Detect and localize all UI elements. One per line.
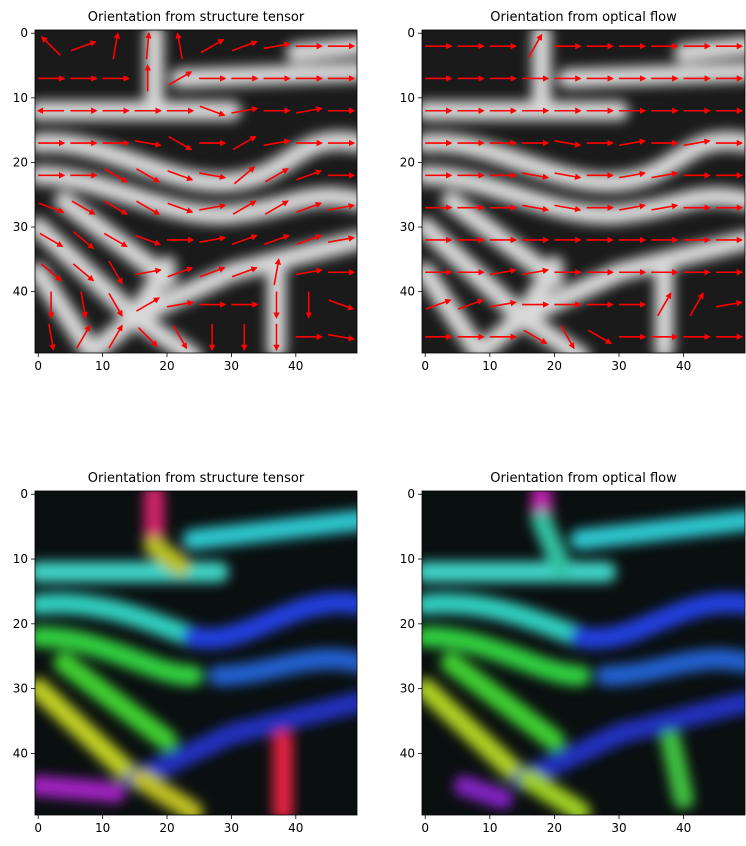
x-tick-label: 20	[547, 359, 562, 373]
y-tick-label: 20	[13, 155, 28, 169]
x-tick-label: 0	[34, 821, 42, 835]
x-tick-label: 0	[421, 821, 429, 835]
x-tick-label: 10	[482, 359, 497, 373]
x-tick-label: 0	[34, 359, 42, 373]
y-tick-label: 10	[13, 552, 28, 566]
x-tick-label: 10	[482, 821, 497, 835]
x-tick-label: 30	[224, 359, 239, 373]
x-tick-label: 40	[288, 359, 303, 373]
y-tick-label: 20	[400, 155, 415, 169]
x-tick-label: 0	[421, 359, 429, 373]
y-tick-label: 10	[13, 91, 28, 105]
image-gray	[35, 30, 746, 815]
y-tick-label: 0	[407, 487, 415, 501]
y-tick-label: 10	[400, 91, 415, 105]
x-tick-label: 20	[159, 359, 174, 373]
y-tick-label: 20	[400, 617, 415, 631]
chart-title: Orientation from structure tensor	[88, 10, 305, 25]
x-tick-label: 30	[224, 821, 239, 835]
y-tick-label: 0	[407, 26, 415, 40]
y-tick-label: 30	[13, 220, 28, 234]
y-tick-label: 30	[13, 682, 28, 696]
x-tick-label: 20	[159, 821, 174, 835]
y-tick-label: 0	[20, 487, 28, 501]
x-tick-label: 30	[611, 359, 626, 373]
x-tick-label: 40	[676, 821, 691, 835]
chart-title: Orientation from optical flow	[490, 471, 677, 486]
y-tick-label: 30	[400, 682, 415, 696]
chart-title: Orientation from structure tensor	[88, 471, 305, 486]
y-tick-label: 0	[20, 26, 28, 40]
x-tick-label: 40	[676, 359, 691, 373]
x-tick-label: 20	[547, 821, 562, 835]
x-tick-label: 10	[95, 359, 110, 373]
y-tick-label: 40	[400, 746, 415, 760]
y-tick-label: 20	[13, 617, 28, 631]
y-tick-label: 40	[400, 285, 415, 299]
y-tick-label: 40	[13, 746, 28, 760]
x-tick-label: 30	[611, 821, 626, 835]
figure: Orientation from structure tensor 0 10 20 30…	[0, 0, 746, 842]
y-tick-label: 40	[13, 285, 28, 299]
y-tick-label: 10	[400, 552, 415, 566]
x-tick-label: 40	[288, 821, 303, 835]
chart-title: Orientation from optical flow	[490, 10, 677, 25]
x-tick-label: 10	[95, 821, 110, 835]
y-tick-label: 30	[400, 220, 415, 234]
